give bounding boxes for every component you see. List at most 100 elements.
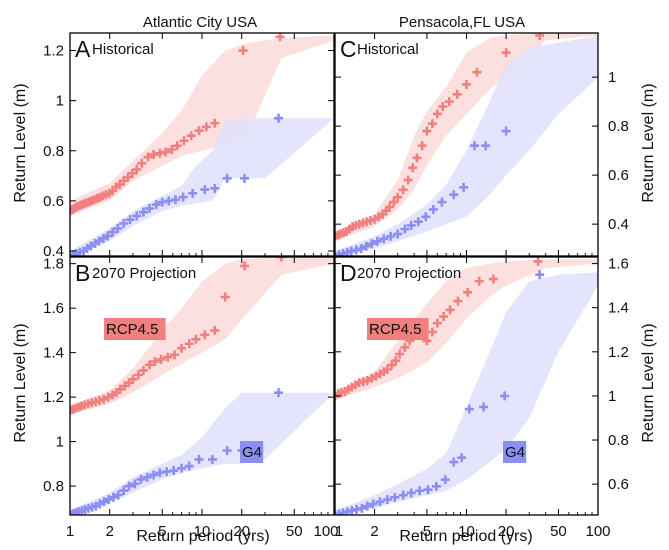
data-point-D-1-6 [357, 503, 367, 513]
x-tick-label-B-5: 50 [286, 523, 303, 540]
data-point-B-0-29 [210, 325, 220, 335]
data-point-C-0-24 [422, 126, 432, 136]
data-point-A-0-27 [161, 147, 171, 157]
data-point-C-0-16 [385, 202, 395, 212]
y-axis-title-top-right: Return Level (m) [640, 83, 657, 202]
y-axis-title-top-left: Return Level (m) [12, 83, 29, 202]
data-point-D-0-30 [488, 274, 498, 284]
data-point-B-1-22 [169, 466, 179, 476]
panel-label-B: 2070 Projection [92, 265, 196, 282]
data-point-A-1-21 [171, 195, 181, 205]
data-point-D-0-26 [445, 305, 455, 315]
data-point-A-1-28 [274, 113, 284, 123]
data-point-A-1-11 [108, 227, 118, 237]
y-tick-label-C-3: 1 [608, 69, 616, 86]
data-point-C-0-30 [462, 79, 471, 89]
data-point-B-1-15 [124, 481, 134, 491]
data-point-A-1-10 [103, 231, 113, 241]
data-point-B-0-27 [191, 334, 201, 344]
data-point-C-1-19 [449, 190, 459, 200]
data-point-B-1-25 [194, 454, 204, 464]
data-point-C-1-12 [393, 229, 403, 239]
scenario-box-B-0 [104, 318, 166, 340]
x-tick-label-B-0: 1 [66, 523, 74, 540]
data-point-C-0-26 [432, 109, 442, 119]
y-tick-label-D-3: 1.2 [608, 344, 629, 361]
data-point-B-0-20 [144, 360, 154, 370]
data-point-C-1-7 [361, 241, 371, 251]
data-point-A-1-24 [200, 185, 210, 195]
data-point-B-1-27 [222, 446, 232, 455]
data-point-A-1-17 [144, 203, 154, 213]
x-tick-label-D-6: 100 [585, 523, 610, 540]
data-point-A-1-22 [178, 192, 188, 202]
data-point-B-0-21 [150, 357, 160, 367]
scenario-label-D-1: G4 [505, 444, 525, 461]
data-point-B-0-26 [184, 339, 194, 349]
data-point-B-1-17 [136, 474, 146, 484]
y-tick-label-A-4: 1.2 [43, 43, 64, 60]
y-tick-label-D-0: 0.6 [608, 476, 629, 493]
data-point-C-1-23 [501, 126, 511, 136]
data-point-C-1-11 [386, 231, 396, 241]
data-point-B-1-10 [99, 497, 109, 507]
panel-letter-C: C [340, 36, 357, 62]
data-point-C-1-21 [469, 141, 479, 151]
data-point-B-1-12 [108, 492, 118, 502]
data-point-A-1-12 [113, 223, 123, 233]
x-tick-label-D-0: 1 [335, 523, 343, 540]
data-point-A-0-36 [275, 33, 285, 42]
panel-letter-B: B [75, 260, 90, 286]
data-point-A-1-13 [119, 218, 129, 228]
data-point-D-1-17 [440, 475, 450, 485]
data-point-B-0-14 [115, 384, 125, 394]
data-point-C-0-17 [389, 197, 399, 207]
y-tick-label-A-2: 0.8 [43, 143, 64, 160]
data-point-B-0-32 [276, 257, 286, 262]
x-tick-label-B-3: 10 [194, 523, 211, 540]
data-point-B-1-16 [130, 479, 140, 489]
y-tick-label-A-3: 1 [56, 93, 64, 110]
x-tick-label-B-1: 2 [106, 523, 114, 540]
data-point-A-0-34 [210, 118, 220, 128]
x-axis-title-right: Return period (yrs) [399, 528, 532, 545]
data-point-A-0-35 [238, 46, 248, 56]
x-tick-label-D-4: 20 [498, 523, 515, 540]
confidence-band-A-1 [70, 118, 334, 256]
data-point-C-1-16 [421, 212, 431, 222]
data-point-C-0-22 [412, 153, 422, 163]
data-point-B-0-22 [156, 354, 166, 364]
data-point-B-0-19 [138, 365, 148, 375]
x-tick-label-B-6: 100 [313, 523, 338, 540]
y-tick-label-C-1: 0.6 [608, 167, 629, 184]
data-point-A-0-30 [179, 136, 189, 146]
data-point-C-0-29 [452, 89, 462, 99]
data-point-C-1-13 [400, 224, 410, 234]
data-point-A-0-32 [194, 126, 204, 136]
confidence-band-D-0 [335, 259, 598, 401]
data-point-D-1-12 [398, 490, 408, 500]
data-point-B-0-30 [220, 292, 230, 302]
data-point-B-1-18 [142, 472, 152, 482]
data-point-B-1-19 [149, 470, 159, 480]
data-point-D-1-11 [390, 492, 400, 502]
y-axis-title-bottom-right: Return Level (m) [640, 323, 657, 442]
x-tick-label-D-3: 10 [458, 523, 475, 540]
data-point-B-1-24 [184, 461, 194, 471]
data-point-D-0-16 [391, 356, 401, 366]
data-point-D-1-21 [479, 402, 489, 412]
data-point-C-0-32 [501, 48, 511, 58]
panel-label-A: Historical [92, 41, 154, 58]
data-point-D-1-13 [406, 488, 416, 498]
x-tick-label-B-2: 5 [158, 523, 166, 540]
scenario-label-B-1: G4 [242, 444, 262, 461]
data-point-D-1-8 [368, 499, 378, 509]
data-point-C-0-20 [403, 175, 413, 185]
y-tick-label-B-0: 0.8 [43, 478, 64, 495]
data-point-C-1-6 [356, 244, 366, 254]
data-point-B-0-23 [163, 352, 173, 362]
data-point-B-0-28 [200, 330, 210, 340]
data-point-A-1-26 [222, 173, 232, 183]
data-point-A-1-25 [210, 183, 220, 193]
data-point-A-0-23 [137, 158, 147, 168]
